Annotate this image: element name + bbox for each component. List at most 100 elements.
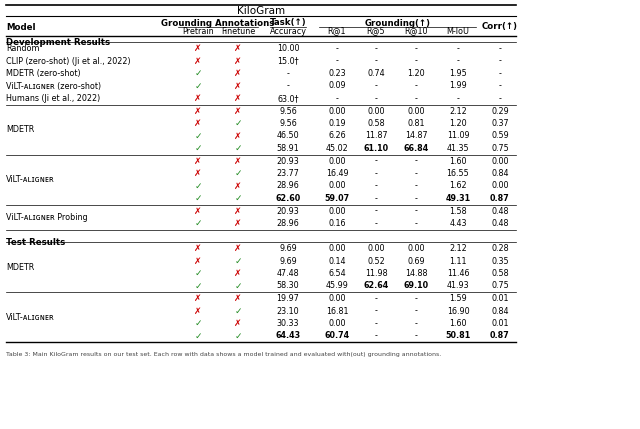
Text: ✓: ✓ [234,169,242,178]
Text: 0.00: 0.00 [492,181,509,190]
Text: Accuracy: Accuracy [269,27,307,36]
Text: -: - [374,194,378,203]
Text: 11.09: 11.09 [447,132,469,141]
Text: 2.12: 2.12 [449,106,467,115]
Text: 1.99: 1.99 [449,82,467,91]
Text: 0.00: 0.00 [328,244,346,253]
Text: ✗: ✗ [195,94,202,103]
Text: 0.16: 0.16 [328,219,346,228]
Text: -: - [287,69,289,78]
Text: 0.59: 0.59 [491,132,509,141]
Text: ✗: ✗ [195,106,202,115]
Text: -: - [374,319,378,328]
Text: 0.00: 0.00 [328,181,346,190]
Text: 0.37: 0.37 [491,119,509,128]
Text: 16.90: 16.90 [447,306,469,315]
Text: -: - [415,206,417,215]
Text: 23.77: 23.77 [276,169,300,178]
Text: Test Results: Test Results [6,239,65,248]
Text: 62.60: 62.60 [275,194,301,203]
Text: 0.09: 0.09 [328,82,346,91]
Text: -: - [415,169,417,178]
Text: Pretrain: Pretrain [182,27,214,36]
Text: 0.00: 0.00 [367,244,385,253]
Text: 1.20: 1.20 [407,69,425,78]
Text: 0.00: 0.00 [407,244,425,253]
Text: 0.58: 0.58 [491,269,509,278]
Text: Corr(↑): Corr(↑) [482,22,518,31]
Text: 0.00: 0.00 [367,106,385,115]
Text: ViLT-ᴀʟɪɢɴᴇʀ: ViLT-ᴀʟɪɢɴᴇʀ [6,313,55,322]
Text: -: - [415,306,417,315]
Text: -: - [415,181,417,190]
Text: ✗: ✗ [195,119,202,128]
Text: KiloGram: KiloGram [237,6,285,16]
Text: 9.56: 9.56 [279,106,297,115]
Text: ✓: ✓ [195,132,202,141]
Text: 50.81: 50.81 [445,332,470,341]
Text: -: - [415,94,417,103]
Text: 64.43: 64.43 [275,332,301,341]
Text: ✗: ✗ [195,257,202,266]
Text: 11.46: 11.46 [447,269,469,278]
Text: R@5: R@5 [367,27,385,36]
Text: 0.29: 0.29 [491,106,509,115]
Text: 46.50: 46.50 [276,132,300,141]
Text: 19.97: 19.97 [276,294,300,303]
Text: 1.95: 1.95 [449,69,467,78]
Text: 0.75: 0.75 [491,281,509,290]
Text: 2.12: 2.12 [449,244,467,253]
Text: -: - [374,181,378,190]
Text: ✗: ✗ [234,44,242,53]
Text: 0.28: 0.28 [491,244,509,253]
Text: -: - [415,57,417,66]
Text: ✗: ✗ [234,294,242,303]
Text: ✓: ✓ [195,319,202,328]
Text: -: - [415,82,417,91]
Text: -: - [499,69,501,78]
Text: 14.87: 14.87 [404,132,428,141]
Text: 0.00: 0.00 [328,319,346,328]
Text: ✗: ✗ [195,169,202,178]
Text: 41.35: 41.35 [447,144,469,153]
Text: 0.00: 0.00 [328,157,346,166]
Text: ✓: ✓ [234,332,242,341]
Text: 0.74: 0.74 [367,69,385,78]
Text: 45.99: 45.99 [326,281,348,290]
Text: Table 3: Main KiloGram results on our test set. Each row with data shows a model: Table 3: Main KiloGram results on our te… [6,352,441,357]
Text: 1.58: 1.58 [449,206,467,215]
Text: Random: Random [6,44,40,53]
Text: ✗: ✗ [234,319,242,328]
Text: 60.74: 60.74 [324,332,349,341]
Text: ViLT-ᴀʟɪɢɴᴇʀ Probing: ViLT-ᴀʟɪɢɴᴇʀ Probing [6,213,88,222]
Text: ✗: ✗ [195,244,202,253]
Text: -: - [456,94,460,103]
Text: -: - [415,44,417,53]
Text: -: - [499,44,501,53]
Text: -: - [415,294,417,303]
Text: -: - [374,57,378,66]
Text: 23.10: 23.10 [276,306,300,315]
Text: 66.84: 66.84 [403,144,429,153]
Text: ✓: ✓ [234,306,242,315]
Text: Task(↑): Task(↑) [269,18,307,27]
Text: MDETR: MDETR [6,263,35,272]
Text: 0.87: 0.87 [490,194,510,203]
Text: ✗: ✗ [234,106,242,115]
Text: ✓: ✓ [234,194,242,203]
Text: M-IoU: M-IoU [447,27,470,36]
Text: 0.00: 0.00 [328,294,346,303]
Text: 28.96: 28.96 [276,219,300,228]
Text: -: - [374,169,378,178]
Text: -: - [374,94,378,103]
Text: 6.26: 6.26 [328,132,346,141]
Text: -: - [335,57,339,66]
Text: 0.48: 0.48 [492,206,509,215]
Text: ViLT-ᴀʟɪɢɴᴇʀ (zero-shot): ViLT-ᴀʟɪɢɴᴇʀ (zero-shot) [6,82,101,91]
Text: 9.69: 9.69 [279,244,297,253]
Text: -: - [456,57,460,66]
Text: 30.33: 30.33 [276,319,300,328]
Text: ✗: ✗ [195,57,202,66]
Text: -: - [499,57,501,66]
Text: 49.31: 49.31 [445,194,470,203]
